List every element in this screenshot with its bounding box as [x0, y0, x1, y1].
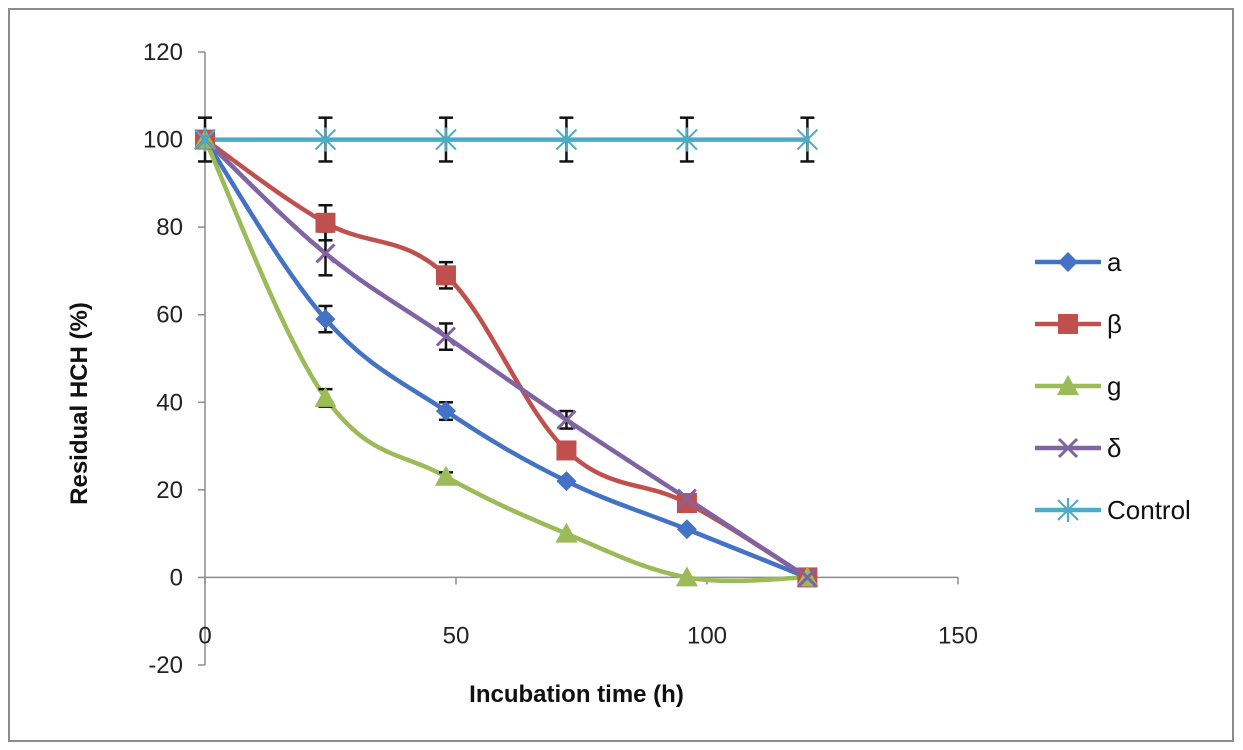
- axes-layer: [198, 51, 959, 666]
- series-4-marker-stroke: [676, 488, 697, 509]
- series-4-marker-stroke: [315, 243, 336, 264]
- series-4-marker: [676, 488, 697, 509]
- labels-layer: Incubation time (h) Residual HCH (%) -20…: [66, 39, 978, 708]
- series-2-marker: [676, 492, 697, 513]
- series-4-marker-stroke: [435, 326, 457, 347]
- series-2-line: [202, 137, 810, 580]
- series-1-marker: [676, 519, 697, 540]
- legend-series-1-marker: [1058, 252, 1078, 272]
- error-bars-layer: [198, 116, 815, 483]
- series-3-marker: [555, 522, 578, 543]
- legend-series-4-label: δ: [1107, 433, 1121, 463]
- y-tick-label: 80: [156, 214, 183, 241]
- y-tick-label: 20: [156, 477, 183, 504]
- y-tick-label: 60: [156, 302, 183, 329]
- series-1-marker: [315, 309, 336, 330]
- series-2-marker: [315, 212, 336, 233]
- control-marker: [435, 127, 457, 152]
- control-marker: [676, 127, 698, 152]
- series-4-marker: [556, 409, 577, 430]
- series-1-marker: [556, 471, 577, 492]
- control-marker: [314, 127, 337, 152]
- y-tick-label: 40: [156, 389, 183, 416]
- control-marker: [194, 127, 216, 152]
- series-2-marker: [556, 440, 577, 461]
- legend-series-4-marker-stroke: [1057, 437, 1079, 459]
- x-axis-title: Incubation time (h): [469, 681, 684, 708]
- y-tick-label: -20: [148, 652, 183, 679]
- series-4-marker-stroke: [797, 567, 818, 588]
- control-marker: [796, 127, 819, 152]
- legend: a β g δ Control: [1035, 247, 1191, 525]
- legend-control-marker: [1057, 498, 1079, 522]
- x-tick-label: 0: [198, 622, 211, 649]
- legend-series-1-label: a: [1107, 247, 1122, 277]
- y-axis-title: Residual HCH (%): [66, 302, 93, 505]
- y-tick-label: 0: [170, 564, 183, 591]
- legend-series-3-label: g: [1107, 371, 1121, 401]
- legend-control-label: Control: [1107, 495, 1191, 525]
- x-tick-label: 100: [687, 622, 727, 649]
- series-1-marker: [435, 401, 456, 422]
- y-tick-label: 100: [143, 127, 183, 154]
- series-4-marker: [315, 243, 336, 264]
- series-4-marker: [797, 567, 818, 588]
- legend-series-2-label: β: [1107, 309, 1122, 339]
- legend-series-2-marker: [1058, 314, 1078, 334]
- series-3-marker: [675, 566, 698, 587]
- series-2-marker: [435, 265, 456, 286]
- series-layer: [202, 137, 810, 584]
- control-marker: [555, 127, 578, 152]
- series-3-marker: [314, 386, 337, 407]
- legend-series-4-marker: [1057, 437, 1079, 459]
- series-4-marker-stroke: [556, 409, 577, 430]
- y-tick-label: 120: [143, 39, 183, 66]
- series-3-marker: [434, 465, 457, 486]
- series-4-marker: [435, 326, 457, 347]
- x-tick-label: 50: [443, 622, 470, 649]
- markers-layer: [194, 127, 819, 588]
- x-tick-label: 150: [938, 622, 978, 649]
- series-1-line: [202, 137, 810, 580]
- legend-series-3-marker: [1057, 375, 1079, 395]
